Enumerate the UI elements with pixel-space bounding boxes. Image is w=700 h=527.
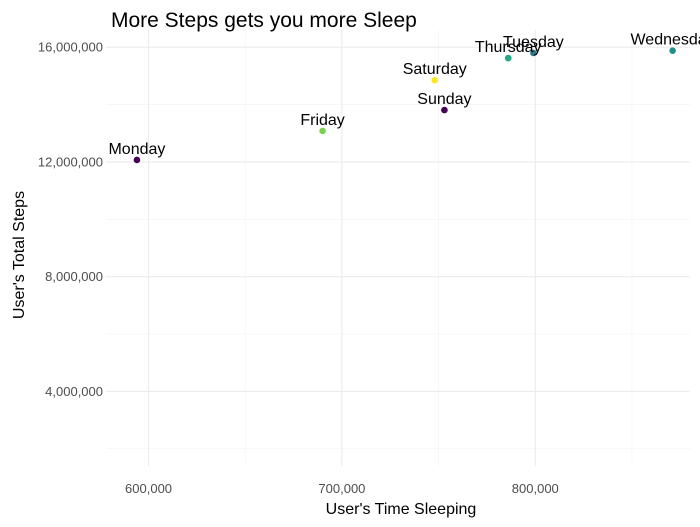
x-axis-tick-labels: 600,000 700,000 800,000 <box>125 481 559 496</box>
data-point <box>504 54 512 62</box>
point-label: Tuesday <box>503 34 564 51</box>
grid <box>106 30 690 466</box>
y-tick-label: 8,000,000 <box>45 269 103 284</box>
point-label: Thursday <box>475 39 542 56</box>
x-axis-title: User's Time Sleeping <box>326 501 477 518</box>
data-point <box>133 156 141 164</box>
data-point <box>669 47 676 54</box>
x-tick-label: 800,000 <box>512 481 559 496</box>
x-tick-label: 600,000 <box>125 481 172 496</box>
data-point <box>530 49 537 57</box>
point-label: Wednesday <box>630 32 700 49</box>
y-axis-tick-labels: 4,000,000 8,000,000 12,000,000 16,000,000 <box>38 40 103 399</box>
point-label: Friday <box>300 112 344 129</box>
point-label: Saturday <box>403 61 467 78</box>
y-axis-title: User's Total Steps <box>11 191 28 319</box>
y-tick-label: 16,000,000 <box>38 40 103 55</box>
point-label: Sunday <box>417 91 471 108</box>
y-tick-label: 4,000,000 <box>45 384 103 399</box>
y-tick-label: 12,000,000 <box>38 154 103 169</box>
chart-title: More Steps gets you more Sleep <box>111 9 417 32</box>
data-points <box>133 47 676 164</box>
x-tick-label: 700,000 <box>318 481 365 496</box>
data-point <box>319 127 326 135</box>
data-point <box>441 106 448 114</box>
point-labels: Monday Friday Saturday Sunday ThursdayTuesda… <box>108 32 700 158</box>
point-label: Monday <box>108 141 165 158</box>
data-point <box>431 76 439 84</box>
